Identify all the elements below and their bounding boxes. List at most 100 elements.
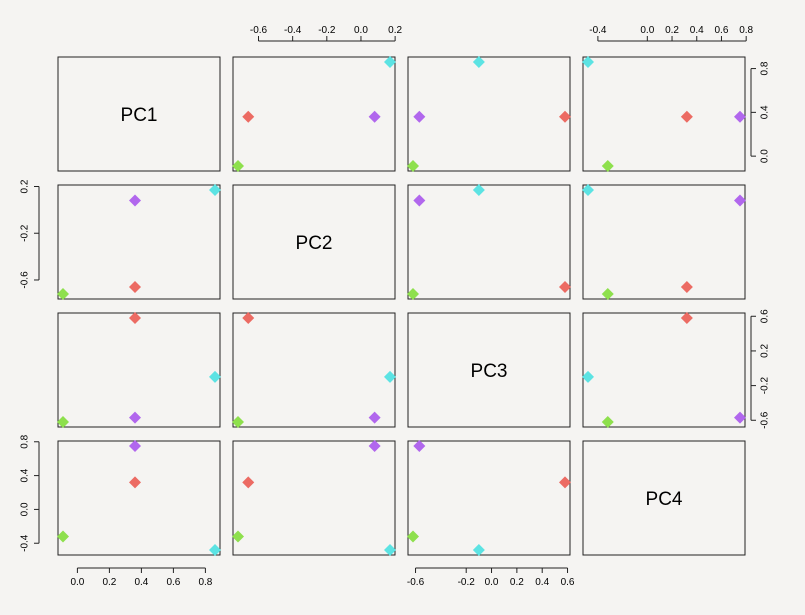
point-obs-1-pc1-pc2 [129,280,141,293]
diagonal-label-pc4: PC4 [646,489,683,510]
point-obs-2-pc2-pc4 [232,530,244,543]
point-obs-1-pc2-pc1 [242,110,255,123]
point-obs-2-pc2-pc1 [232,160,244,172]
left-axis-pc2-tick-label: -0.2 [20,224,31,242]
panel-pc3-pc3 [407,312,571,428]
point-obs-1-pc2-pc4 [242,476,255,489]
panel-pc1-pc3 [407,56,571,172]
right-axis-pc1-tick-label: 0.8 [760,61,771,75]
point-obs-2-pc3-pc2 [407,288,419,300]
left-axis-pc2-tick-label: 0.2 [20,179,31,193]
point-obs-1-pc1-pc4 [129,476,141,489]
top-axis-pc2-tick-label: 0.0 [354,25,368,36]
point-obs-4-pc4-pc3 [734,411,746,424]
point-obs-1-pc2-pc3 [242,312,255,324]
point-obs-4-pc2-pc3 [368,411,381,424]
panel-pc4-pc4 [582,440,746,556]
point-obs-3-pc3-pc4 [472,544,485,556]
top-axis-pc4-tick-label: 0.8 [739,25,753,36]
point-obs-4-pc2-pc4 [368,440,381,452]
right-axis-pc3-tick-label: 0.6 [760,309,771,323]
point-obs-2-pc3-pc4 [407,530,419,543]
point-obs-4-pc4-pc2 [734,194,746,207]
point-obs-2-pc4-pc2 [601,288,614,300]
bottom-axis-pc3-tick-label: -0.6 [407,577,425,588]
point-obs-3-pc4-pc3 [582,370,594,383]
top-axis-pc4-tick-label: 0.2 [665,25,679,36]
top-axis-pc4-tick-label: 0.0 [640,25,654,36]
left-axis-pc4-tick-label: 0.4 [20,468,31,482]
point-obs-4-pc1-pc4 [129,440,141,452]
top-axis-pc2-tick-label: -0.4 [284,25,302,36]
point-obs-2-pc1-pc2 [57,288,69,300]
panel-pc1-pc4 [582,56,746,172]
top-axis-pc2-tick-label: -0.6 [250,25,268,36]
point-obs-1-pc4-pc3 [680,312,693,324]
left-axis-pc4-tick-label: 0.8 [20,434,31,448]
point-obs-4-pc4-pc1 [734,110,746,123]
left-axis-pc4-tick-label: 0.0 [20,502,31,516]
left-axis-pc2-tick-label: -0.6 [20,271,31,289]
bottom-axis-pc3-tick-label: -0.2 [458,577,476,588]
point-obs-4-pc2-pc1 [368,110,381,123]
bottom-axis-pc3-tick-label: 0.0 [485,577,499,588]
point-obs-3-pc4-pc2 [582,184,594,196]
right-axis-pc3-tick-label: -0.6 [760,411,771,429]
bottom-axis-pc1-tick-label: 0.6 [166,577,180,588]
point-obs-4-pc3-pc2 [413,194,426,207]
bottom-axis-pc1-tick-label: 0.4 [134,577,148,588]
point-obs-3-pc2-pc1 [384,56,396,68]
panel-pc1-pc1 [57,56,221,172]
top-axis-pc4-tick-label: 0.6 [715,25,729,36]
diagonal-label-pc3: PC3 [471,361,508,382]
bottom-axis-pc1-tick-label: 0.8 [198,577,212,588]
point-obs-3-pc4-pc1 [582,56,594,68]
point-obs-3-pc2-pc3 [384,370,396,383]
diagonal-label-pc2: PC2 [296,233,333,254]
panel-pc2-pc2 [232,184,396,300]
top-axis-pc4-tick-label: -0.4 [589,25,607,36]
panel-pc3-pc2 [232,312,396,428]
panel-pc3-pc1 [57,312,221,428]
panel-pc2-pc4 [582,184,746,300]
right-axis-pc3-tick-label: 0.2 [760,344,771,358]
bottom-axis-pc1-tick-label: 0.0 [70,577,84,588]
point-obs-3-pc3-pc1 [472,56,485,68]
point-obs-3-pc3-pc2 [472,184,485,196]
point-obs-2-pc2-pc3 [232,416,244,428]
left-axis-pc4-tick-label: -0.4 [20,534,31,552]
diagonal-label-pc1: PC1 [121,105,158,126]
right-axis-pc1-tick-label: 0.4 [760,105,771,119]
point-obs-2-pc4-pc3 [601,416,614,428]
panel-pc1-pc2 [232,56,396,172]
point-obs-4-pc1-pc2 [129,194,141,207]
top-axis-pc4-tick-label: 0.4 [690,25,704,36]
point-obs-2-pc3-pc1 [407,160,419,172]
point-obs-1-pc4-pc2 [680,280,693,293]
panel-pc4-pc2 [232,440,396,556]
point-obs-4-pc1-pc3 [129,411,141,424]
bottom-axis-pc3-tick-label: 0.2 [510,577,524,588]
point-obs-2-pc1-pc4 [57,530,69,543]
point-obs-1-pc1-pc3 [129,312,141,324]
point-obs-1-pc3-pc2 [559,280,571,293]
point-obs-1-pc4-pc1 [680,110,693,123]
top-axis-pc2-tick-label: -0.2 [318,25,336,36]
point-obs-3-pc1-pc4 [209,544,221,556]
point-obs-2-pc1-pc3 [57,416,69,428]
point-obs-3-pc2-pc4 [384,544,396,556]
top-axis-pc2-tick-label: 0.2 [388,25,402,36]
point-obs-4-pc3-pc1 [413,110,426,123]
point-obs-1-pc3-pc4 [559,476,571,489]
point-obs-1-pc3-pc1 [559,110,571,123]
panel-pc2-pc3 [407,184,571,300]
point-obs-4-pc3-pc4 [413,440,426,452]
panel-pc4-pc3 [407,440,571,556]
bottom-axis-pc3-tick-label: 0.6 [561,577,575,588]
point-obs-2-pc4-pc1 [601,160,614,172]
point-obs-3-pc1-pc2 [209,184,221,196]
right-axis-pc3-tick-label: -0.2 [760,377,771,395]
bottom-axis-pc1-tick-label: 0.2 [102,577,116,588]
right-axis-pc1-tick-label: 0.0 [760,149,771,163]
